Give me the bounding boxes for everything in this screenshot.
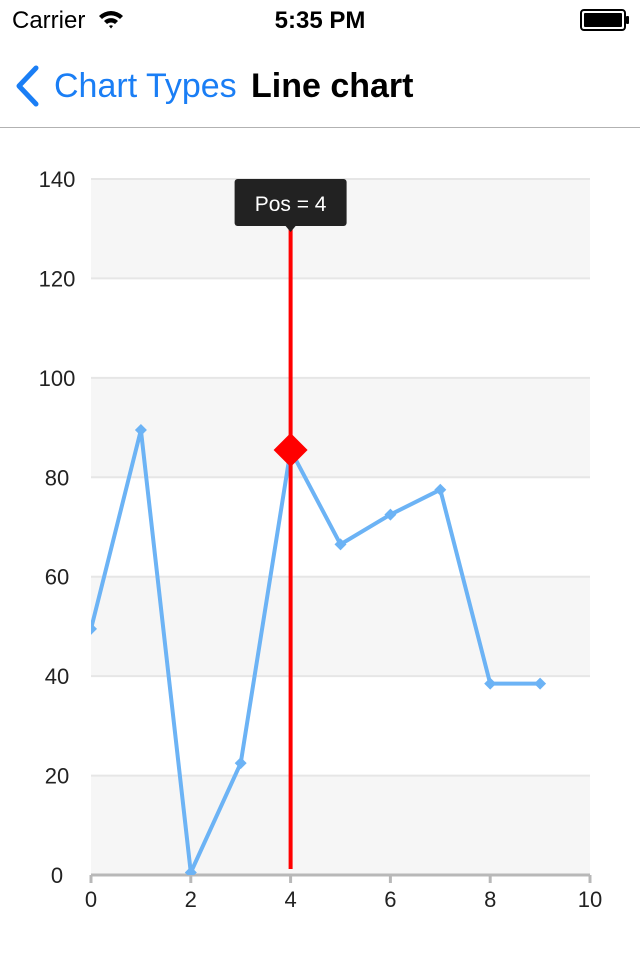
wifi-icon <box>99 11 123 29</box>
data-point <box>184 866 197 875</box>
x-tick-label: 8 <box>484 887 496 912</box>
status-bar: Carrier 5:35 PM <box>0 0 640 40</box>
plot-band <box>91 377 590 478</box>
carrier-label: Carrier <box>12 7 86 34</box>
series-line <box>91 428 541 875</box>
data-point <box>334 538 347 551</box>
y-tick-label: 20 <box>45 764 69 789</box>
data-point <box>384 508 397 521</box>
plot-band <box>91 477 590 577</box>
x-tick-label: 4 <box>284 887 296 912</box>
line-chart[interactable]: 0 20 40 60 80 100 120 140 0 2 4 6 8 10 Pos = 4 <box>0 128 640 960</box>
x-tick-label: 10 <box>578 887 602 912</box>
plot-band <box>91 775 590 875</box>
data-point <box>434 483 447 496</box>
data-point <box>134 424 147 437</box>
chevron-left-icon <box>16 65 39 107</box>
y-tick-label: 80 <box>45 465 69 490</box>
page-title: Line chart <box>251 67 414 105</box>
x-tick-label: 6 <box>384 887 396 912</box>
y-tick-label: 120 <box>39 266 76 291</box>
back-button-label: Chart Types <box>54 66 237 105</box>
tooltip-label: Pos = 4 <box>255 193 327 216</box>
battery-full-icon <box>580 9 629 31</box>
navigation-bar: Chart Types Line chart <box>0 40 640 128</box>
data-point <box>484 677 497 690</box>
data-point <box>234 757 247 770</box>
tooltip-box <box>234 179 347 226</box>
status-time: 5:35 PM <box>274 7 366 34</box>
plot-band <box>91 278 590 378</box>
y-tick-label: 60 <box>45 565 69 590</box>
crosshair-marker <box>273 432 308 467</box>
x-tick-label: 0 <box>85 887 97 912</box>
chart-canvas[interactable]: 0 20 40 60 80 100 120 140 0 2 4 6 8 10 Pos = 4 <box>0 128 640 960</box>
y-tick-label: 140 <box>39 167 76 192</box>
back-button[interactable]: Chart Types <box>14 64 237 108</box>
plot-band <box>91 676 590 776</box>
plot-band <box>91 576 590 677</box>
data-point <box>534 677 547 690</box>
y-tick-label: 40 <box>45 664 69 689</box>
tooltip-pointer <box>285 226 296 232</box>
data-point <box>91 622 97 635</box>
y-tick-label: 100 <box>39 366 76 391</box>
y-tick-label: 0 <box>51 863 63 888</box>
x-tick-label: 2 <box>185 887 197 912</box>
